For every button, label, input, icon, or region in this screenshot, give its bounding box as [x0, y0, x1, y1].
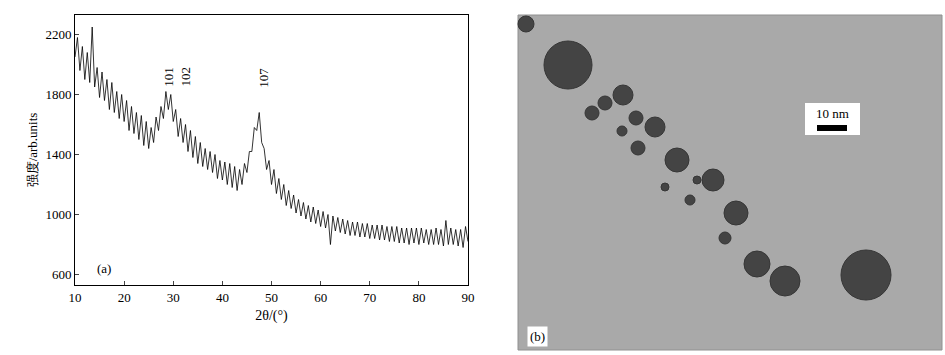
svg-text:2200: 2200	[45, 27, 71, 42]
svg-text:102: 102	[178, 67, 193, 87]
svg-text:强度/arb.units: 强度/arb.units	[25, 113, 40, 188]
svg-text:50: 50	[265, 290, 278, 305]
svg-text:40: 40	[216, 290, 229, 305]
svg-text:1000: 1000	[45, 207, 71, 222]
svg-text:60: 60	[314, 290, 327, 305]
svg-text:10: 10	[69, 290, 82, 305]
svg-text:(a): (a)	[97, 261, 111, 276]
svg-text:70: 70	[363, 290, 376, 305]
svg-text:20: 20	[118, 290, 131, 305]
svg-text:30: 30	[167, 290, 180, 305]
svg-text:10 nm: 10 nm	[816, 106, 849, 121]
svg-text:107: 107	[256, 68, 271, 88]
svg-text:80: 80	[412, 290, 425, 305]
svg-text:101: 101	[161, 67, 176, 87]
svg-text:1800: 1800	[45, 87, 71, 102]
svg-text:600: 600	[52, 267, 72, 282]
svg-text:(b): (b)	[530, 329, 545, 344]
svg-text:1400: 1400	[45, 147, 71, 162]
svg-text:2θ/(°): 2θ/(°)	[255, 308, 288, 324]
svg-text:90: 90	[462, 290, 475, 305]
